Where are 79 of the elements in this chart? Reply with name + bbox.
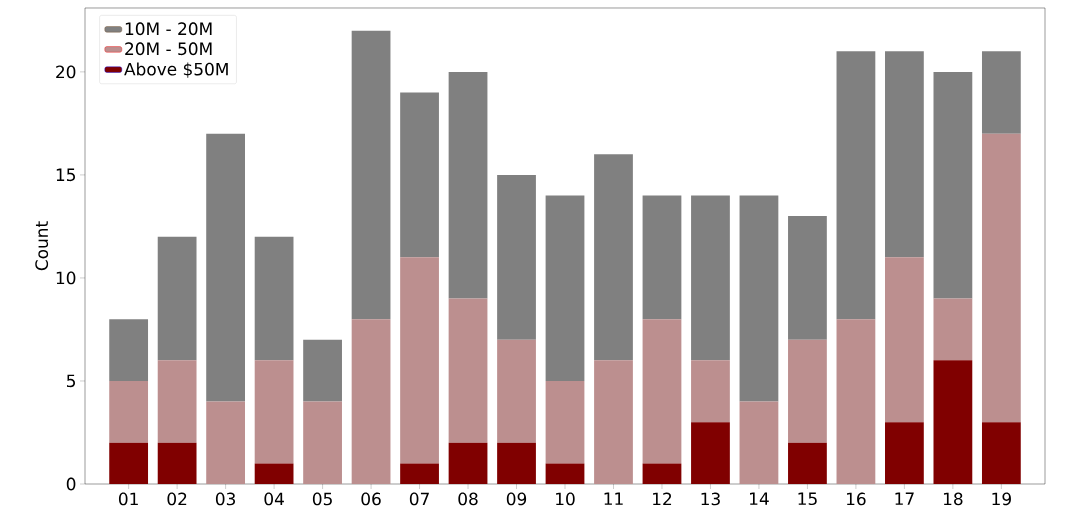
bar	[545, 380, 585, 464]
legend-label: 20M - 50M	[125, 42, 212, 56]
y-tick-label: 10	[56, 271, 76, 285]
bar	[933, 298, 973, 361]
y-axis-title: Count	[35, 221, 49, 271]
bar	[981, 422, 1021, 484]
y-tick-label: 5	[67, 374, 75, 388]
x-tick-label: 13	[701, 492, 720, 506]
bar	[788, 216, 827, 340]
bar	[642, 319, 682, 464]
bar	[400, 92, 439, 258]
y-tick-label: 15	[56, 168, 75, 182]
bar	[594, 154, 633, 361]
bar	[303, 401, 342, 484]
bar	[254, 360, 294, 464]
x-tick-label: 15	[798, 492, 817, 506]
bar	[400, 257, 439, 464]
bar	[788, 339, 827, 443]
bar	[400, 463, 439, 484]
x-tick-label: 18	[943, 492, 963, 506]
bar	[691, 195, 730, 361]
x-tick-label: 02	[167, 492, 187, 506]
x-tick-label: 08	[458, 492, 478, 506]
bar	[836, 319, 876, 484]
x-tick-label: 10	[556, 492, 575, 506]
bar	[642, 463, 682, 484]
x-tick-label: 11	[604, 492, 623, 505]
bar	[691, 422, 730, 484]
bar	[885, 422, 924, 484]
bar	[303, 339, 342, 402]
bar	[594, 360, 633, 484]
bar	[448, 298, 488, 443]
bar	[739, 195, 779, 402]
bar	[351, 30, 391, 320]
x-tick-label: 09	[506, 492, 527, 506]
bar	[642, 195, 682, 320]
bar	[836, 51, 876, 320]
x-tick-label: 17	[895, 492, 914, 505]
x-tick-label: 04	[264, 492, 284, 506]
bar	[448, 71, 488, 299]
bar	[206, 401, 245, 484]
legend-label: 10M - 20M	[125, 22, 212, 36]
bar	[497, 339, 536, 443]
bar	[448, 442, 488, 484]
x-tick-label: 05	[312, 492, 332, 506]
bar	[157, 236, 197, 361]
bar	[109, 380, 149, 443]
bar	[545, 463, 585, 484]
bar	[157, 360, 197, 443]
x-tick-label: 03	[215, 492, 236, 506]
bar	[206, 133, 245, 402]
x-tick-label: 14	[750, 492, 769, 505]
y-tick-label: 0	[66, 477, 76, 491]
bar	[885, 257, 924, 423]
bar	[497, 442, 536, 484]
bar	[981, 133, 1021, 423]
x-tick-label: 01	[118, 492, 138, 506]
bar	[254, 463, 294, 484]
x-tick-label: 19	[992, 492, 1011, 506]
bar	[545, 195, 585, 381]
bar	[933, 360, 973, 484]
x-tick-label: 16	[847, 492, 866, 506]
x-tick-label: 12	[653, 492, 672, 506]
bar	[788, 442, 827, 484]
y-tick-label: 20	[56, 65, 76, 79]
x-tick-label: 07	[409, 492, 429, 506]
x-tick-label: 06	[361, 492, 381, 506]
bar	[254, 236, 294, 361]
bar	[157, 442, 197, 484]
bar	[981, 51, 1021, 134]
bar	[885, 51, 924, 258]
bar	[739, 401, 779, 484]
bar	[109, 442, 149, 484]
bar	[109, 319, 149, 381]
bar	[933, 71, 973, 299]
legend-label: Above $50M	[124, 62, 228, 78]
bar	[351, 319, 391, 484]
bar	[691, 360, 730, 423]
bar	[497, 174, 536, 340]
